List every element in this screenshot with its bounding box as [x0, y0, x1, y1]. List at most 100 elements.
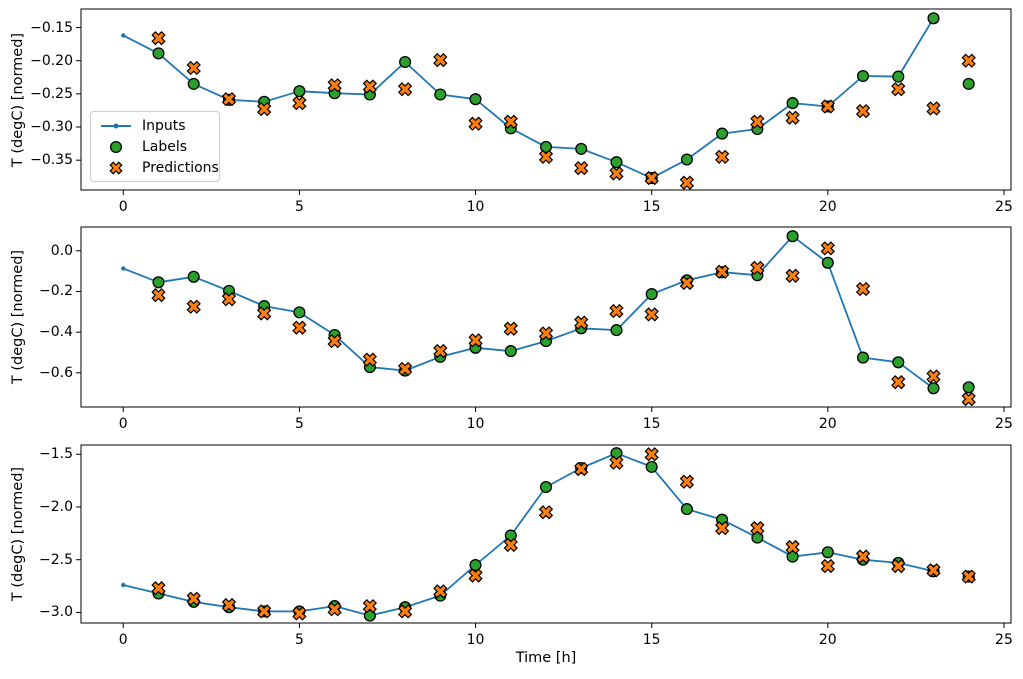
- x-tick-label: 0: [118, 199, 128, 215]
- y-axis-label-subplot3: T (degC) [normed]: [10, 466, 26, 602]
- x-tick-label: 25: [995, 632, 1013, 648]
- label-point: [610, 156, 623, 169]
- x-tick-label: 10: [466, 632, 485, 648]
- inputs-line: [122, 17, 935, 180]
- prediction-point: [433, 584, 448, 599]
- label-point: [152, 47, 165, 60]
- prediction-point: [714, 520, 730, 536]
- prediction-point: [644, 307, 659, 322]
- y-tick-label: −0.30: [30, 119, 73, 135]
- prediction-point: [961, 53, 976, 68]
- label-point: [469, 558, 482, 572]
- prediction-point: [574, 160, 589, 176]
- x-tick-label: 10: [466, 199, 485, 215]
- prediction-point: [221, 292, 237, 307]
- subplot-1: [76, 8, 1012, 195]
- x-tick-label: 0: [118, 632, 128, 648]
- input-point: [121, 266, 126, 271]
- prediction-point: [151, 287, 166, 303]
- prediction-point: [292, 320, 307, 335]
- prediction-point: [679, 474, 695, 489]
- prediction-point: [397, 82, 413, 97]
- axes-frame: [80, 226, 1012, 408]
- label-point: [856, 69, 870, 83]
- y-tick-label: −0.2: [39, 283, 73, 300]
- prediction-point: [750, 520, 765, 536]
- prediction-point: [785, 110, 800, 125]
- predictions-marker-icon: [109, 160, 123, 175]
- prediction-point: [221, 92, 237, 107]
- prediction-point: [574, 461, 589, 477]
- prediction-point: [679, 175, 695, 190]
- label-point: [927, 382, 940, 395]
- prediction-point: [221, 597, 237, 613]
- x-tick-label: 20: [818, 416, 837, 432]
- label-point: [892, 70, 905, 83]
- label-point: [927, 12, 940, 25]
- x-tick-label: 15: [642, 416, 661, 432]
- prediction-point: [538, 326, 554, 341]
- label-point: [856, 351, 870, 364]
- prediction-point: [855, 103, 871, 119]
- legend-item-inputs: Inputs: [99, 118, 211, 134]
- inputs-line: [123, 452, 934, 617]
- label-point: [821, 546, 834, 559]
- prediction-point: [151, 581, 166, 596]
- y-tick-label: −3.0: [39, 604, 73, 621]
- prediction-point: [785, 268, 800, 283]
- legend-item-labels: Labels: [99, 139, 211, 155]
- prediction-point: [257, 604, 272, 619]
- prediction-point: [186, 60, 201, 76]
- label-point: [469, 93, 482, 106]
- prediction-point: [362, 352, 378, 367]
- label-point: [187, 270, 200, 283]
- prediction-point: [961, 391, 976, 407]
- label-point: [716, 127, 729, 140]
- prediction-point: [538, 505, 554, 520]
- label-point: [962, 381, 975, 394]
- prediction-point: [926, 369, 941, 384]
- label-point: [187, 77, 200, 90]
- y-tick-label: −2.0: [39, 499, 73, 515]
- legend: Inputs Labels Predictions: [90, 111, 220, 182]
- prediction-point: [785, 539, 800, 555]
- axes-frame: [80, 444, 1012, 624]
- label-point: [610, 324, 623, 337]
- prediction-point: [961, 569, 976, 584]
- prediction-point: [503, 321, 518, 336]
- x-axis-label: Time [h]: [515, 650, 577, 666]
- label-point: [680, 503, 693, 516]
- prediction-point: [257, 101, 272, 117]
- y-tick-label: −0.20: [30, 52, 73, 69]
- prediction-point: [292, 606, 307, 621]
- y-tick-label: −0.15: [30, 19, 73, 36]
- input-point: [121, 33, 126, 38]
- prediction-point: [750, 114, 765, 129]
- prediction-point: [891, 82, 906, 97]
- label-point: [293, 85, 306, 98]
- label-point: [575, 142, 588, 155]
- prediction-point: [891, 558, 906, 574]
- legend-label-inputs: Inputs: [142, 117, 186, 134]
- label-point: [293, 306, 306, 319]
- prediction-point: [186, 299, 201, 314]
- label-point: [786, 97, 799, 110]
- x-tick-label: 25: [995, 416, 1013, 432]
- prediction-point: [644, 447, 659, 462]
- prediction-point: [503, 537, 518, 553]
- prediction-point: [714, 149, 730, 164]
- x-tick-label: 5: [294, 416, 304, 432]
- prediction-point: [151, 31, 166, 46]
- labels-marker-icon: [109, 140, 123, 153]
- prediction-point: [714, 264, 730, 279]
- legend-item-predictions: Predictions: [99, 160, 219, 176]
- prediction-point: [327, 333, 342, 349]
- label-point: [892, 356, 905, 369]
- y-tick-label: 0.0: [50, 242, 73, 259]
- legend-label-labels: Labels: [142, 138, 188, 155]
- x-tick-label: 25: [995, 199, 1013, 215]
- label-point: [786, 550, 799, 563]
- inputs-line-icon: [101, 123, 131, 128]
